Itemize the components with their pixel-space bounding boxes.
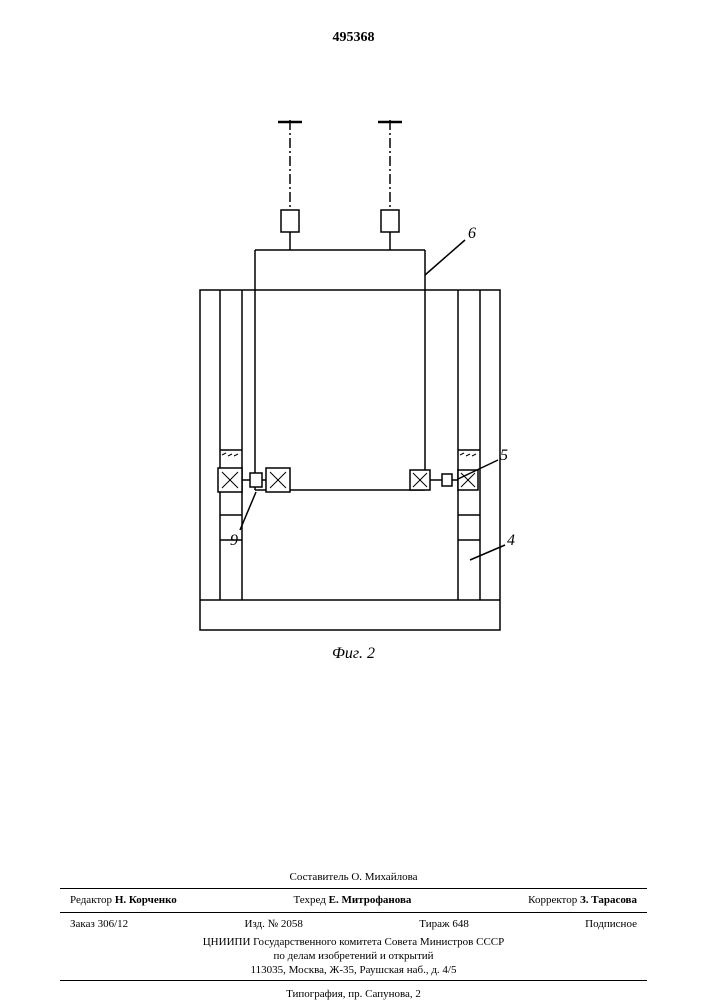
order-cell: Заказ 306/12 — [70, 917, 128, 931]
edition-cell: Изд. № 2058 — [244, 917, 302, 931]
circulation-label: Тираж — [419, 918, 449, 930]
divider-3 — [60, 980, 647, 981]
figure-label-5: 5 — [500, 447, 508, 464]
subscription-cell: Подписное — [585, 917, 637, 931]
editor-name: Н. Корченко — [115, 894, 177, 906]
corrector-cell: Корректор З. Тарасова — [528, 893, 637, 907]
edition-label: Изд. — [244, 918, 264, 930]
compiler-label: Составитель — [290, 871, 349, 883]
circulation-cell: Тираж 648 — [419, 917, 469, 931]
edition-no: № 2058 — [268, 918, 303, 930]
tech-editor-name: Е. Митрофанова — [329, 894, 412, 906]
divider-2 — [60, 912, 647, 913]
corrector-name: З. Тарасова — [580, 894, 637, 906]
org-line-3: 113035, Москва, Ж-35, Раушская наб., д. … — [0, 963, 707, 977]
figure-label-9: 9 — [230, 532, 238, 549]
org-line-2: по делам изобретений и открытий — [0, 949, 707, 963]
figure-label-6: 6 — [468, 225, 476, 242]
figure-caption: Фиг. 2 — [332, 645, 375, 663]
printer-line: Типография, пр. Сапунова, 2 — [0, 987, 707, 1001]
organization-block: ЦНИИПИ Государственного комитета Совета … — [0, 935, 707, 978]
credits-block: Составитель О. Михайлова Редактор Н. Кор… — [0, 870, 707, 1001]
editor-label: Редактор — [70, 894, 112, 906]
compiler-line: Составитель О. Михайлова — [0, 870, 707, 884]
corrector-label: Корректор — [528, 894, 577, 906]
divider-1 — [60, 888, 647, 889]
circulation-no: 648 — [452, 918, 469, 930]
figure-label-4: 4 — [507, 532, 515, 549]
editor-cell: Редактор Н. Корченко — [70, 893, 177, 907]
order-label: Заказ — [70, 918, 95, 930]
tech-editor-cell: Техред Е. Митрофанова — [293, 893, 411, 907]
org-line-1: ЦНИИПИ Государственного комитета Совета … — [0, 935, 707, 949]
patent-number: 495368 — [333, 30, 375, 46]
roles-row: Редактор Н. Корченко Техред Е. Митрофано… — [0, 893, 707, 907]
order-no: 306/12 — [98, 918, 129, 930]
figure-svg: 6 5 9 4 — [150, 120, 550, 640]
publication-row: Заказ 306/12 Изд. № 2058 Тираж 648 Подпи… — [0, 917, 707, 931]
compiler-name: О. Михайлова — [351, 871, 417, 883]
figure-2: 6 5 9 4 — [150, 120, 550, 640]
tech-editor-label: Техред — [293, 894, 325, 906]
